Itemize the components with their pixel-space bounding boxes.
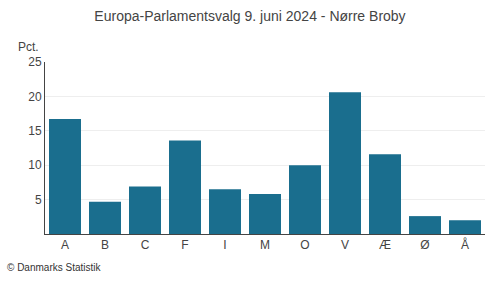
svg-text:© Danmarks Statistik: © Danmarks Statistik [7,262,102,273]
svg-text:Å: Å [461,237,469,252]
svg-text:Ø: Ø [420,238,429,252]
svg-text:15: 15 [28,124,42,138]
svg-text:5: 5 [35,193,42,207]
svg-text:10: 10 [28,158,42,172]
svg-text:Æ: Æ [379,238,391,252]
svg-text:20: 20 [28,90,42,104]
svg-text:25: 25 [28,55,42,69]
svg-text:Europa-Parlamentsvalg 9. juni: Europa-Parlamentsvalg 9. juni 2024 - Nør… [94,8,405,24]
svg-text:M: M [260,238,270,252]
svg-text:C: C [141,238,150,252]
svg-text:I: I [223,238,226,252]
svg-text:A: A [61,238,69,252]
svg-text:Pct.: Pct. [18,40,39,54]
svg-text:V: V [341,238,349,252]
svg-text:O: O [300,238,309,252]
svg-text:B: B [101,238,109,252]
svg-text:F: F [181,238,188,252]
